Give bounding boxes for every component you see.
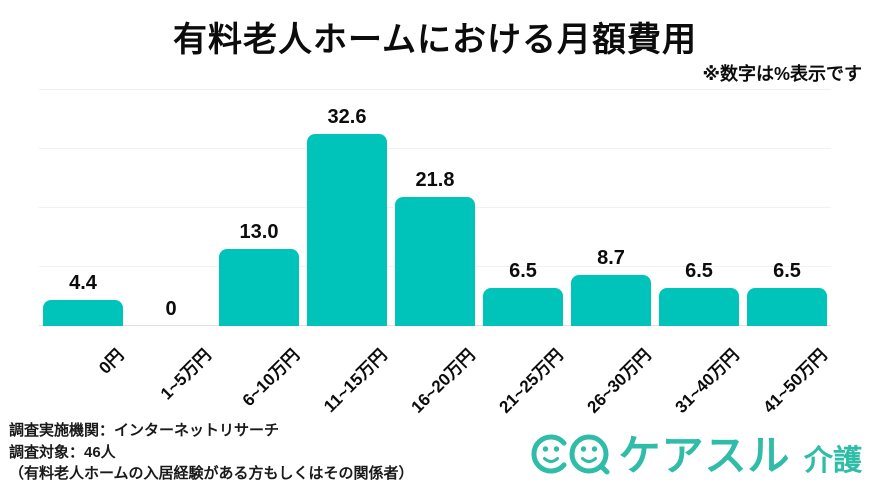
smiley-faces-icon	[531, 434, 610, 474]
value-label: 6.5	[509, 259, 537, 282]
x-axis-label: 11~15万円	[320, 345, 391, 417]
bar-16~20万円	[395, 197, 475, 326]
value-label: 8.7	[597, 246, 625, 269]
value-label: 0	[165, 298, 177, 320]
value-label: 13.0	[239, 221, 279, 244]
bar-0円	[43, 300, 123, 326]
logo-brand-text: ケアスル	[618, 432, 791, 479]
x-axis-label: 26~30万円	[583, 345, 655, 417]
percent-note: ※数字は%表示です	[702, 64, 862, 84]
x-axis-label: 21~25万円	[495, 345, 567, 417]
value-label: 32.6	[327, 105, 367, 128]
x-axis-label: 16~20万円	[407, 345, 479, 417]
bar-26~30万円	[571, 274, 651, 326]
bar-6~10万円	[219, 249, 299, 326]
x-axis-label: 41~50万円	[759, 345, 831, 417]
logo-text-wrap: ケアスル 介護	[619, 422, 862, 483]
x-axis-label: 1~5万円	[157, 345, 215, 404]
logo-category-text: 介護	[803, 445, 862, 477]
x-axis-label: 6~10万円	[238, 345, 303, 411]
survey-organization: 調査実施機関：インターネットリサーチ	[9, 422, 280, 439]
caresul-logo: ケアスル 介護	[530, 422, 862, 483]
value-label: 21.8	[415, 169, 455, 192]
x-axis-label: 31~40万円	[671, 345, 743, 417]
bar-31~40万円	[659, 287, 739, 326]
value-label: 6.5	[773, 259, 801, 282]
survey-notes: 調査実施機関：インターネットリサーチ 調査対象：46人 （有料老人ホームの入居経…	[9, 420, 414, 485]
chart-title: 有料老人ホームにおける月額費用	[173, 21, 697, 59]
gridline	[39, 89, 831, 90]
bar-plot: 4.4 0円 0 1~5万円 13.0 6~10万円 32.6 11~15万円 21.8 16~2…	[39, 89, 831, 417]
bar-41~50万円	[747, 287, 827, 326]
value-label: 4.4	[69, 272, 97, 295]
x-axis-label: 0円	[94, 345, 127, 378]
survey-respondents: （有料老人ホームの入居経験がある方もしくはその関係者）	[9, 465, 414, 482]
survey-sample-size: 調査対象：46人	[9, 443, 116, 461]
value-label: 6.5	[685, 259, 713, 282]
bar-21~25万円	[483, 287, 563, 326]
gridline	[39, 148, 831, 149]
bar-11~15万円	[307, 133, 387, 326]
